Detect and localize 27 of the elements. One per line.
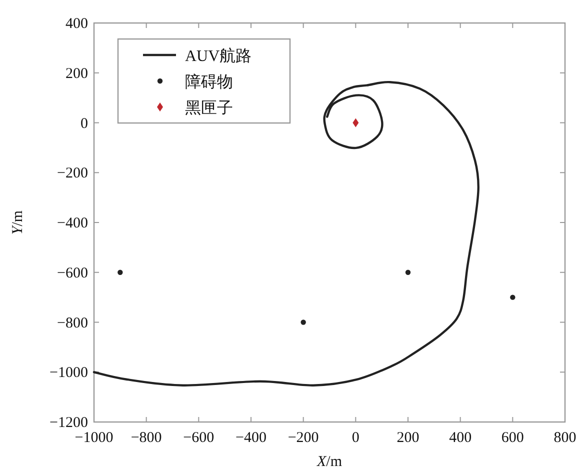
x-tick-label: −200 xyxy=(288,430,319,446)
y-tick-label: 400 xyxy=(66,16,88,32)
x-axis-title: X/m xyxy=(316,454,342,470)
y-tick-label: 200 xyxy=(66,66,88,82)
x-tick-label: 600 xyxy=(501,430,524,446)
point xyxy=(300,320,306,325)
y-tick-label: 0 xyxy=(80,116,88,132)
legend-label: AUV航路 xyxy=(185,47,252,65)
x-tick-label: 400 xyxy=(449,430,472,446)
x-tick-label: 800 xyxy=(554,430,576,446)
y-tick-label: −600 xyxy=(57,265,88,282)
y-axis-title: Y/m xyxy=(10,210,26,235)
x-tick-label: 200 xyxy=(396,430,420,446)
point xyxy=(405,270,411,275)
x-tick-label: −600 xyxy=(183,430,214,446)
legend-label: 黑匣子 xyxy=(185,100,233,117)
y-tick-label: −200 xyxy=(57,166,88,182)
x-tick-label: −800 xyxy=(130,430,162,446)
y-tick-label: −800 xyxy=(57,315,88,332)
point xyxy=(510,294,516,300)
y-tick-label: −1000 xyxy=(50,365,88,382)
x-tick-label: −400 xyxy=(236,430,266,446)
y-tick-label: −400 xyxy=(57,216,88,232)
x-tick-label: 0 xyxy=(352,430,360,446)
point xyxy=(118,270,123,275)
y-tick-label: −1200 xyxy=(50,415,88,431)
legend-label: 障碍物 xyxy=(185,73,233,91)
